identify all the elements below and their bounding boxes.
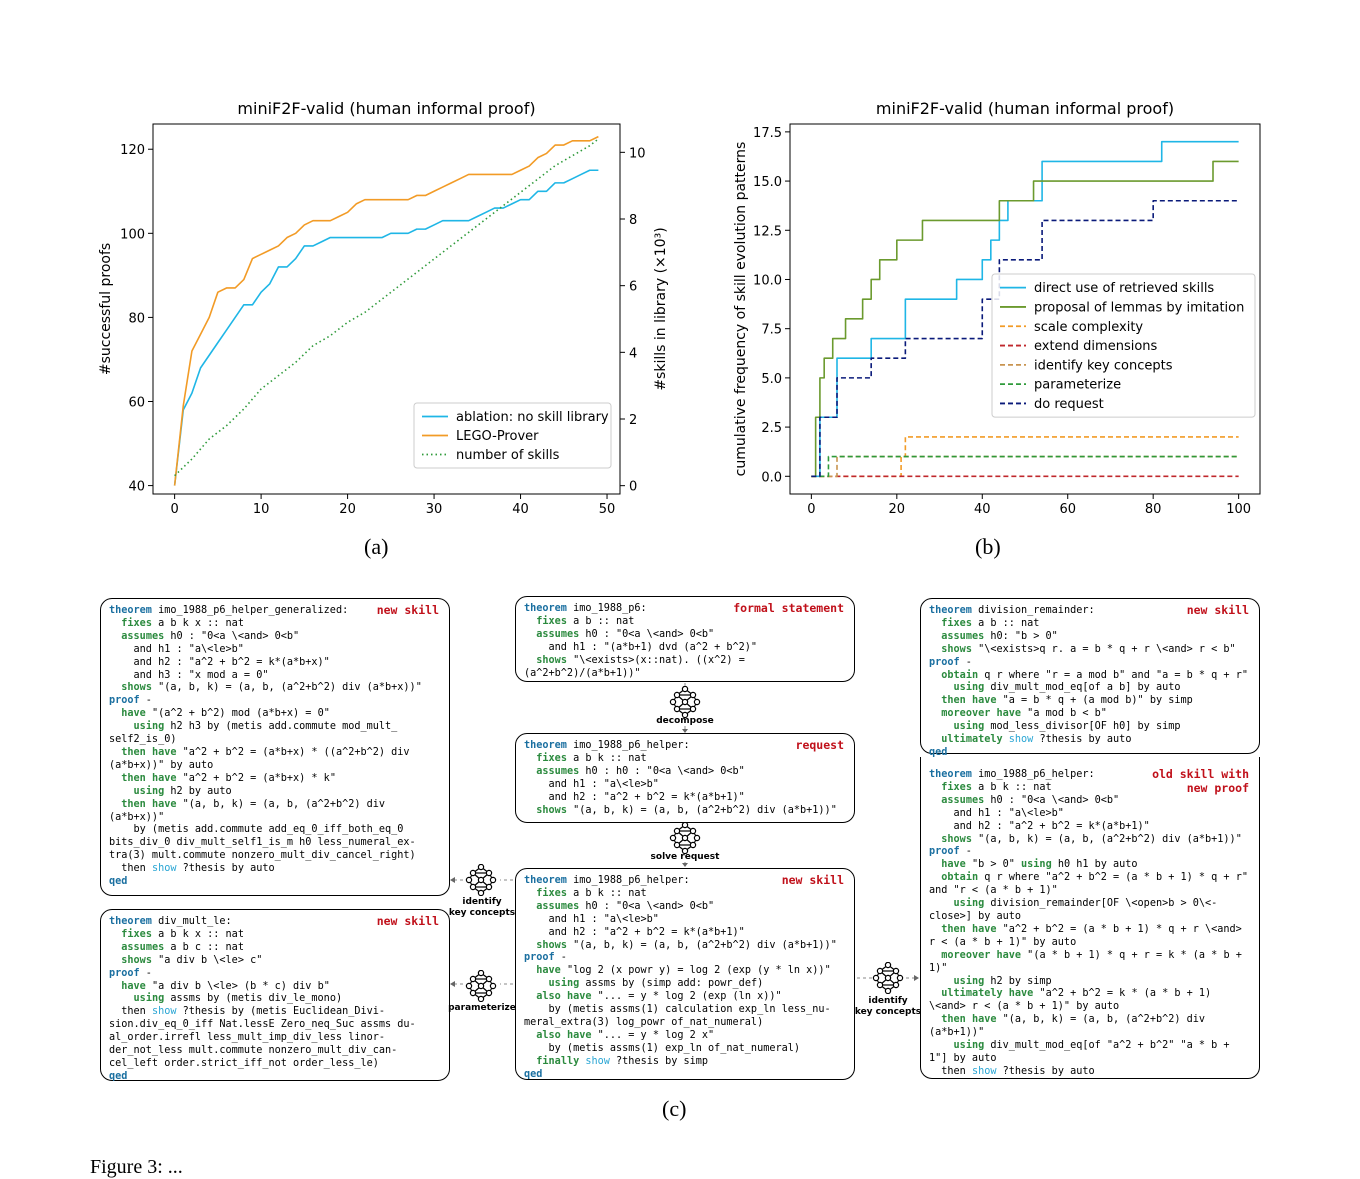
code-block: theorem div_mult_le: fixes a b k x :: na… bbox=[109, 916, 416, 1082]
x-tick-label: 0 bbox=[170, 502, 178, 517]
op-decompose: decompose bbox=[656, 716, 714, 726]
box-tag: new skill bbox=[781, 873, 844, 887]
box-tag: new skill bbox=[376, 914, 439, 928]
box-tag: old skill with new proof bbox=[1152, 767, 1249, 795]
code-block: theorem imo_1988_p6_helper: fixes a b k … bbox=[929, 769, 1248, 1077]
x-tick-label: 30 bbox=[426, 502, 443, 517]
x-tick-label: 10 bbox=[253, 502, 270, 517]
caption-a: (a) bbox=[364, 534, 389, 559]
y-tick-label: 0.0 bbox=[761, 470, 782, 485]
legend-label: parameterize bbox=[1034, 378, 1121, 393]
network-icon bbox=[669, 822, 701, 854]
x-tick-label: 20 bbox=[889, 502, 906, 517]
box-formal-statement: formal statement theorem imo_1988_p6: fi… bbox=[515, 596, 855, 682]
series-line-direct-use-of-retrieved-skills bbox=[811, 140, 1239, 478]
y-tick-label: 2.5 bbox=[761, 421, 782, 436]
legend-label: identify key concepts bbox=[1034, 358, 1173, 373]
caption-b: (b) bbox=[975, 534, 1001, 559]
network-icon bbox=[465, 864, 497, 896]
x-tick-label: 100 bbox=[1226, 502, 1251, 517]
op-identify-key-concepts-left: identify key concepts bbox=[448, 897, 516, 918]
series-line-do-request bbox=[811, 199, 1239, 478]
op-parameterize: parameterize bbox=[448, 1003, 516, 1013]
x-tick-label: 40 bbox=[512, 502, 529, 517]
box-tag: new skill bbox=[376, 603, 439, 617]
y-tick-label: 40 bbox=[128, 480, 145, 495]
code-block: theorem imo_1988_p6_helper: fixes a b k … bbox=[524, 740, 837, 816]
network-icon bbox=[872, 962, 904, 994]
y-tick-label: 12.5 bbox=[753, 224, 782, 239]
legend-label: do request bbox=[1034, 397, 1104, 412]
y2-tick-label: 0 bbox=[629, 480, 637, 495]
x-tick-label: 60 bbox=[1059, 502, 1076, 517]
box-request: request theorem imo_1988_p6_helper: fixe… bbox=[515, 733, 855, 823]
series-line-ablation-no-skill-library bbox=[173, 169, 599, 486]
chart-title: miniF2F-valid (human informal proof) bbox=[876, 99, 1174, 118]
y-axis-label: cumulative frequency of skill evolution … bbox=[733, 142, 749, 477]
legend-label: LEGO-Prover bbox=[456, 429, 539, 444]
legend-label: proposal of lemmas by imitation bbox=[1034, 300, 1244, 315]
y-tick-label: 7.5 bbox=[761, 323, 782, 338]
box-tag: formal statement bbox=[733, 601, 844, 615]
code-block: theorem imo_1988_p6: fixes a b :: nat as… bbox=[524, 603, 758, 679]
box-div-mult-le: new skill theorem div_mult_le: fixes a b… bbox=[100, 909, 450, 1082]
code-block: theorem imo_1988_p6_helper_generalized: … bbox=[109, 605, 422, 888]
chart-a-successful-proofs: miniF2F-valid (human informal proof) 0 10 2… bbox=[98, 99, 669, 517]
box-new-skill-generalized: new skill theorem imo_1988_p6_helper_gen… bbox=[100, 598, 450, 896]
y-tick-label: 120 bbox=[120, 143, 145, 158]
y2-tick-label: 8 bbox=[629, 213, 637, 228]
legend-label: number of skills bbox=[456, 448, 560, 463]
series-line-proposal-of-lemmas-by-imitation bbox=[811, 160, 1239, 478]
y-tick-label: 80 bbox=[128, 311, 145, 326]
x-tick-label: 80 bbox=[1145, 502, 1162, 517]
legend-box bbox=[991, 273, 1256, 418]
x-tick-label: 40 bbox=[974, 502, 991, 517]
code-block: theorem imo_1988_p6_helper: fixes a b k … bbox=[524, 875, 837, 1080]
y2-tick-label: 4 bbox=[629, 346, 637, 361]
network-icon bbox=[465, 970, 497, 1002]
y-tick-label: 100 bbox=[120, 227, 145, 242]
legend-label: ablation: no skill library bbox=[456, 410, 609, 425]
y2-tick-label: 2 bbox=[629, 413, 637, 428]
box-tag: new skill bbox=[1186, 603, 1249, 617]
figure-caption-fragment: Figure 3: ... bbox=[90, 1156, 183, 1178]
x-tick-label: 20 bbox=[339, 502, 356, 517]
legend-label: extend dimensions bbox=[1034, 339, 1158, 354]
y-tick-label: 60 bbox=[128, 396, 145, 411]
caption-c: (c) bbox=[662, 1096, 687, 1121]
y-tick-label: 5.0 bbox=[761, 372, 782, 387]
op-solve-request: solve request bbox=[650, 852, 720, 862]
plot-frame bbox=[789, 123, 1261, 495]
x-tick-label: 50 bbox=[599, 502, 616, 517]
box-new-skill-helper: new skill theorem imo_1988_p6_helper: fi… bbox=[515, 868, 855, 1080]
box-division-remainder: new skill theorem division_remainder: fi… bbox=[920, 598, 1260, 758]
legend-box bbox=[413, 402, 612, 469]
y-tick-label: 15.0 bbox=[753, 175, 782, 190]
y2-tick-label: 6 bbox=[629, 280, 637, 295]
network-icon bbox=[669, 686, 701, 718]
box-tag: request bbox=[795, 738, 844, 752]
y-axis-label: #successful proofs bbox=[98, 243, 114, 375]
legend-label: direct use of retrieved skills bbox=[1034, 281, 1214, 296]
chart-b-skill-evolution: miniF2F-valid (human informal proof) 0 20 4… bbox=[733, 99, 1261, 517]
y-tick-label: 17.5 bbox=[753, 126, 782, 141]
y2-tick-label: 10 bbox=[629, 146, 646, 161]
y2-axis-label: #skills in library (×10³) bbox=[653, 227, 669, 390]
box-old-skill-new-proof: old skill with new proof theorem imo_198… bbox=[920, 757, 1260, 1079]
x-tick-label: 0 bbox=[807, 502, 815, 517]
series-line-lego-prover bbox=[173, 135, 599, 486]
chart-title: miniF2F-valid (human informal proof) bbox=[237, 99, 535, 118]
y-tick-label: 10.0 bbox=[753, 273, 782, 288]
legend-label: scale complexity bbox=[1034, 320, 1143, 335]
op-identify-key-concepts-right: identify key concepts bbox=[854, 996, 922, 1017]
plot-frame bbox=[152, 123, 621, 495]
code-block: theorem division_remainder: fixes a b ::… bbox=[929, 605, 1248, 758]
